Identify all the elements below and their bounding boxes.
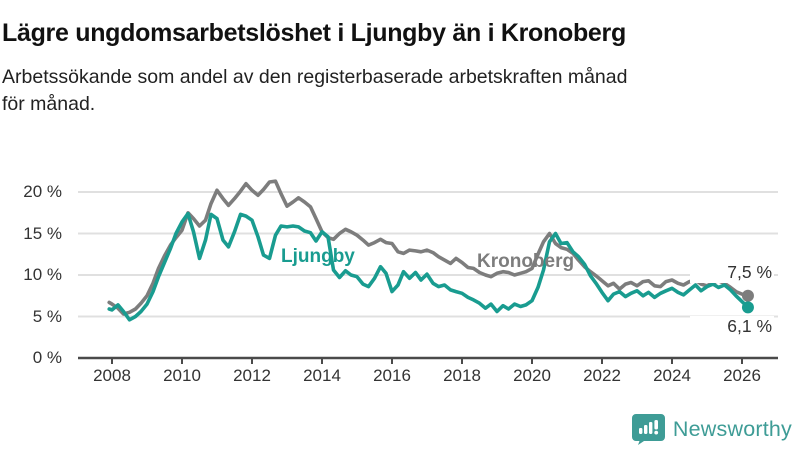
y-tick-label-15: 15 %	[23, 223, 62, 243]
x-tick-label-2024: 2024	[653, 366, 691, 385]
bar-3	[648, 422, 653, 434]
line-chart: 0 % 5 % 10 % 15 % 20 % 2008 2010 2012 2014 2016 2…	[0, 150, 800, 410]
end-dot-kronoberg	[741, 289, 754, 302]
newsworthy-brand[interactable]: Newsworthy	[631, 413, 792, 445]
series-line-kronoberg	[107, 179, 750, 316]
x-tick-label-2008: 2008	[93, 366, 131, 385]
x-tick-label-2018: 2018	[443, 366, 481, 385]
y-tick-label-10: 10 %	[23, 265, 62, 284]
end-value-label-kronoberg: 7,5 %	[690, 262, 774, 283]
brand-name: Newsworthy	[672, 416, 792, 441]
y-tick-label-0: 0 %	[32, 348, 62, 367]
end-dot-ljungby	[741, 301, 754, 314]
x-tick-label-2026: 2026	[723, 366, 761, 385]
x-tick-label-2012: 2012	[233, 366, 271, 385]
bar-2	[643, 425, 648, 434]
speech-bubble-shape	[631, 414, 665, 445]
end-value-label-ljungby: 6,1 %	[690, 316, 774, 337]
x-tick-label-2016: 2016	[373, 366, 411, 385]
chart-subtitle: Arbetssökande som andel av den registerb…	[2, 64, 792, 119]
chart-canvas	[78, 179, 778, 364]
exclamation-dot	[654, 430, 659, 435]
subtitle-line-1: Arbetssökande som andel av den registerb…	[2, 66, 628, 88]
series-line-ljungby	[107, 211, 750, 322]
subtitle-line-2: för månad.	[2, 93, 96, 116]
exclamation-bar	[654, 420, 658, 430]
x-tick-label-2014: 2014	[303, 366, 341, 385]
y-tick-label-20: 20 %	[23, 182, 62, 201]
x-tick-label-2010: 2010	[163, 366, 201, 385]
y-tick-label-5: 5 %	[32, 306, 62, 326]
x-tick-label-2022: 2022	[583, 366, 621, 385]
page-title: Lägre ungdomsarbetslöshet i Ljungby än i…	[2, 18, 626, 47]
x-tick-label-2020: 2020	[513, 366, 551, 385]
bar-1	[638, 428, 643, 434]
newsworthy-logo-icon	[631, 414, 665, 445]
series-label-kronoberg: Kronoberg	[477, 251, 575, 272]
series-label-ljungby: Ljungby	[281, 246, 355, 267]
